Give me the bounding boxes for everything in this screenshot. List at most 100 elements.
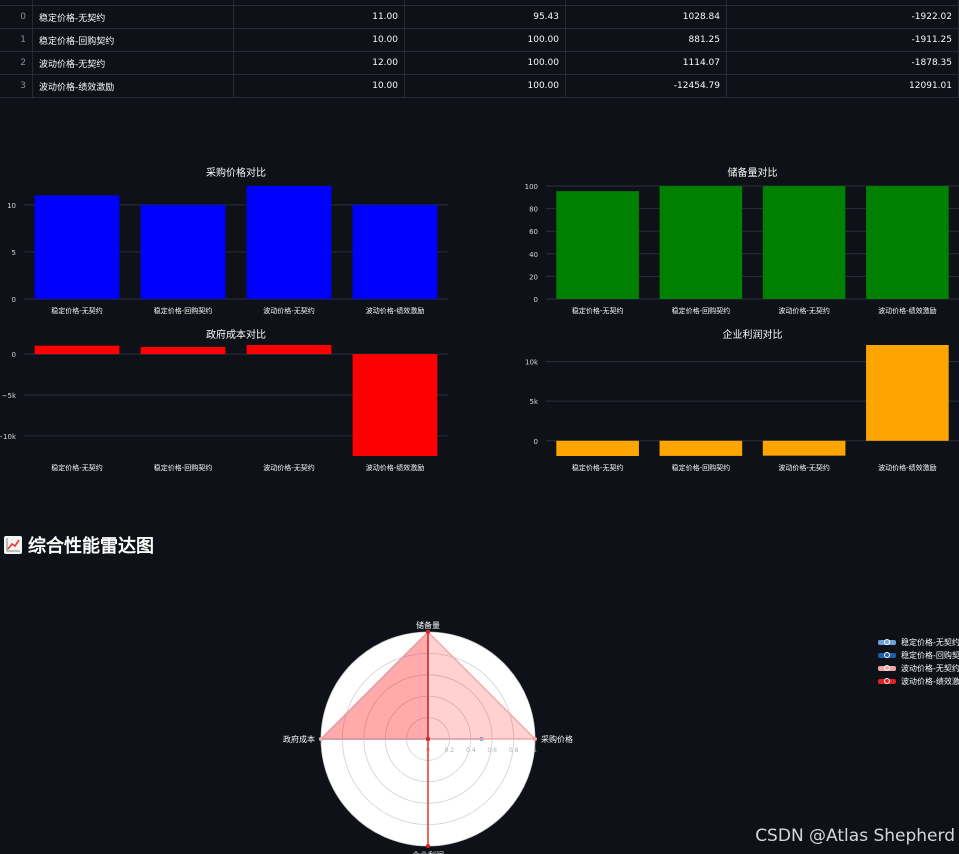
legend-item[interactable]: 波动价格-绩效激励 [878,675,959,688]
cell: -1911.25 [726,28,959,52]
x-tick-label: 波动价格-无契约 [778,306,830,315]
cell: 12091.01 [726,74,959,98]
legend-label: 稳定价格-回购契约 [901,651,959,660]
x-tick-label: 波动价格-无契约 [263,463,315,472]
section-title: 综合性能雷达图 [4,532,154,558]
y-tick-label: 20 [529,273,538,281]
cell: 881.25 [565,28,727,52]
x-tick-label: 稳定价格-回购契约 [672,463,731,472]
results-table: 0 稳定价格-无契约 11.00 95.43 1028.84 -1922.02 … [0,0,959,98]
cell: 11.00 [233,5,405,29]
chart-title: 政府成本对比 [206,328,266,341]
radar-point [426,844,430,848]
bar [659,440,743,456]
legend-item[interactable]: 稳定价格-无契约 [878,636,959,649]
x-tick-label: 稳定价格-无契约 [51,306,103,315]
y-tick-label: 0 [12,296,16,304]
bar [246,186,332,299]
row-index: 3 [0,74,33,98]
table-row[interactable]: 1 稳定价格-回购契约 10.00 100.00 881.25 -1911.25 [0,28,959,52]
legend-label: 波动价格-无契约 [901,664,959,673]
bar [762,440,846,456]
bar [762,186,846,299]
x-tick-label: 稳定价格-无契约 [572,463,624,472]
chart-title: 储备量对比 [728,166,778,179]
y-tick-label: 60 [529,228,538,236]
x-tick-label: 稳定价格-回购契约 [154,306,213,315]
row-index: 2 [0,51,33,75]
radar-point [319,737,323,741]
radar-point [533,737,537,741]
x-tick-label: 波动价格-无契约 [263,306,315,315]
row-index: 0 [0,5,33,29]
chart-title: 企业利润对比 [723,328,783,341]
radar-legend: 稳定价格-无契约 稳定价格-回购契约 波动价格-无契约 波动价格-绩效激励 [878,636,959,688]
bar [140,346,226,355]
bar [246,345,332,355]
y-tick-label: 5 [12,249,16,257]
bar [866,186,949,299]
radar-axis-label: 政府成本 [283,734,315,744]
legend-swatch [878,665,896,671]
legend-swatch [878,652,896,658]
legend-swatch [878,639,896,645]
cell: 10.00 [233,74,405,98]
cell: 100.00 [404,28,566,52]
y-tick-label: 5k [529,398,538,406]
bar [140,204,226,299]
radar-axis-label: 采购价格 [541,734,573,744]
section-title-text: 综合性能雷达图 [28,536,154,557]
chart-title: 采购价格对比 [206,166,266,179]
row-name: 稳定价格-无契约 [32,5,234,29]
cell: 1114.07 [565,51,727,75]
row-name: 波动价格-绩效激励 [32,74,234,98]
y-tick-label: 0 [12,351,16,359]
y-tick-label: 40 [529,251,538,259]
chart-increasing-icon [4,536,22,554]
x-tick-label: 波动价格-绩效激励 [878,306,937,315]
bar [556,191,639,299]
radar-axis-label: 储备量 [416,620,440,630]
bar [34,345,120,355]
table-row[interactable]: 0 稳定价格-无契约 11.00 95.43 1028.84 -1922.02 [0,5,959,29]
table-row[interactable]: 2 波动价格-无契约 12.00 100.00 1114.07 -1878.35 [0,51,959,75]
table-row[interactable]: 3 波动价格-绩效激励 10.00 100.00 -12454.79 12091… [0,74,959,98]
legend-item[interactable]: 波动价格-无契约 [878,662,959,675]
radial-tick-label: 0.4 [466,747,476,754]
row-name: 稳定价格-回购契约 [32,28,234,52]
x-tick-label: 稳定价格-回购契约 [154,463,213,472]
y-tick-label: 0 [534,438,538,446]
cell: 95.43 [404,5,566,29]
y-tick-label: 10k [525,359,539,367]
bar [34,195,120,299]
bar [352,354,438,456]
row-name: 波动价格-无契约 [32,51,234,75]
cell: -12454.79 [565,74,727,98]
x-tick-label: 波动价格-无契约 [778,463,830,472]
legend-label: 波动价格-绩效激励 [901,677,959,686]
radial-tick-label: 0.8 [509,747,519,754]
cell: 100.00 [404,51,566,75]
cell: 10.00 [233,28,405,52]
x-tick-label: 稳定价格-无契约 [51,463,103,472]
y-tick-label: 100 [525,183,538,191]
bar [866,345,949,441]
legend-item[interactable]: 稳定价格-回购契约 [878,649,959,662]
y-tick-label: 10 [7,202,16,210]
y-tick-label: 0 [534,296,538,304]
cell: 100.00 [404,74,566,98]
x-tick-label: 波动价格-绩效激励 [878,463,937,472]
radial-tick-label: 0.6 [487,747,497,754]
x-tick-label: 稳定价格-回购契约 [672,306,731,315]
row-index: 1 [0,28,33,52]
legend-label: 稳定价格-无契约 [901,638,959,647]
table-header [0,0,959,6]
radial-tick-label: 1 [533,747,537,754]
cell: 12.00 [233,51,405,75]
bar [352,204,438,299]
y-tick-label: −5k [2,392,17,400]
x-tick-label: 稳定价格-无契约 [572,306,624,315]
y-tick-label: −10k [0,433,17,441]
cell: 1028.84 [565,5,727,29]
